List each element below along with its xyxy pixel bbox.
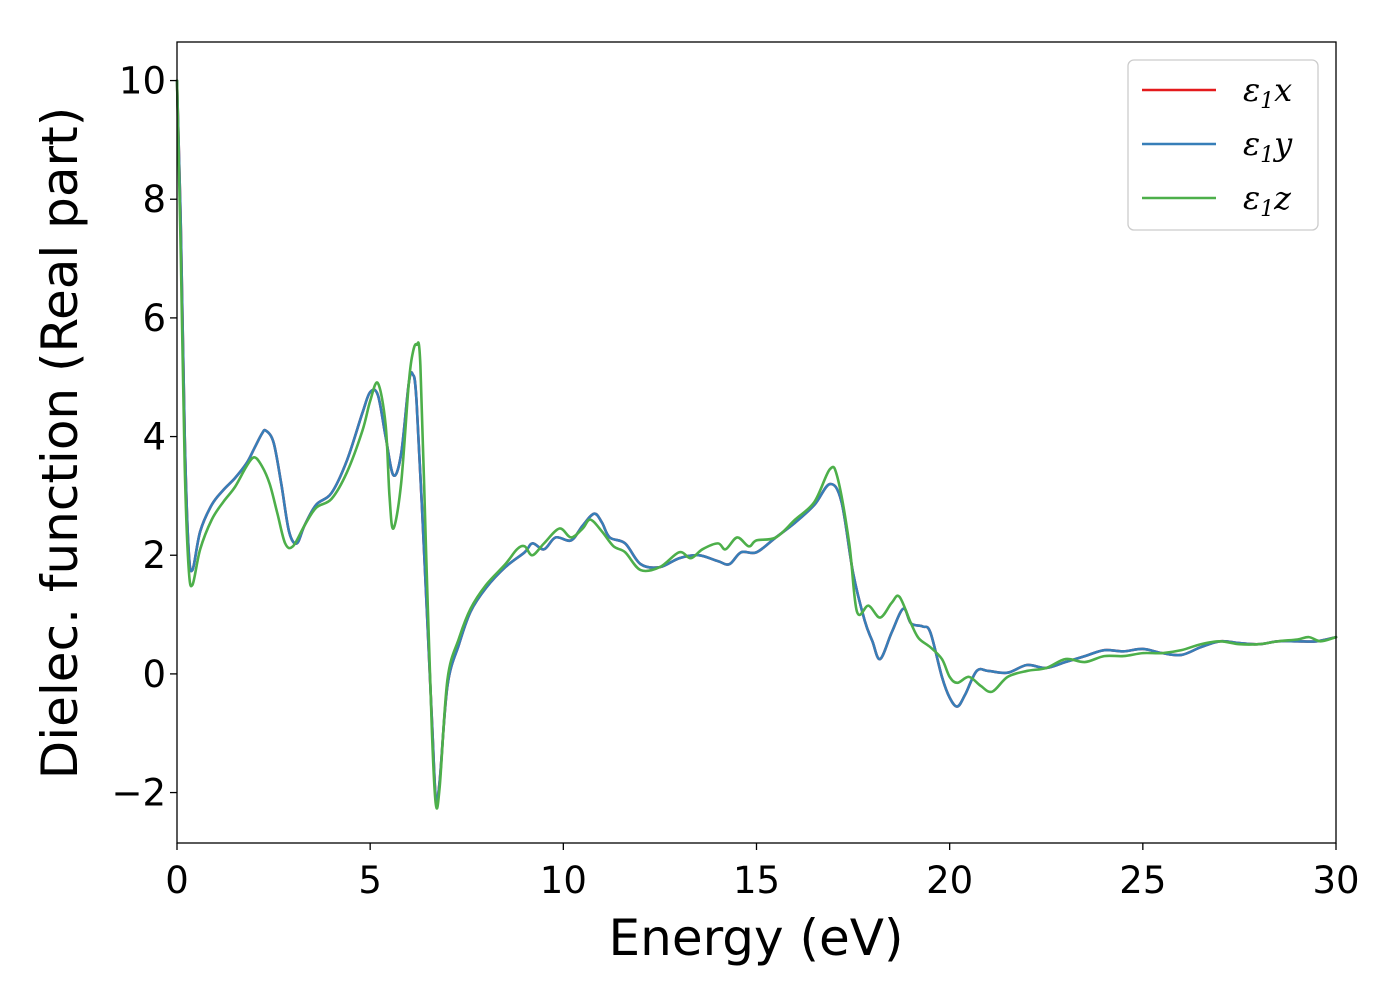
y-ticks: −2 0 2 4 6 8 10 [111,60,177,815]
legend-box [1127,59,1319,231]
x-tick-label: 25 [1119,859,1166,902]
legend-label-y: ε1y [1243,125,1293,168]
y-tick-label: 10 [119,60,166,103]
x-ticks: 0 5 10 15 20 25 30 [165,843,1360,902]
x-tick-label: 30 [1312,859,1359,902]
series-line-y [175,79,1338,804]
legend-label-z: ε1z [1243,179,1292,222]
x-tick-label: 15 [733,859,780,902]
x-tick-label: 0 [165,859,189,902]
legend-label-x: ε1x [1243,71,1292,114]
series-line-z [175,79,1338,810]
x-tick-label: 5 [358,859,382,902]
y-tick-label: 6 [142,297,166,340]
y-tick-label: 4 [142,416,166,459]
legend: ε1x ε1y ε1z [1127,59,1319,231]
y-tick-label: 2 [142,534,166,577]
x-tick-label: 20 [926,859,973,902]
y-axis-title: Dielec. function (Real part) [31,107,89,779]
y-tick-label: 8 [142,178,166,221]
y-tick-label: 0 [142,653,166,696]
x-axis-title: Energy (eV) [609,909,904,967]
y-tick-label: −2 [111,772,166,815]
x-tick-label: 10 [540,859,587,902]
series-layer [175,79,1338,810]
